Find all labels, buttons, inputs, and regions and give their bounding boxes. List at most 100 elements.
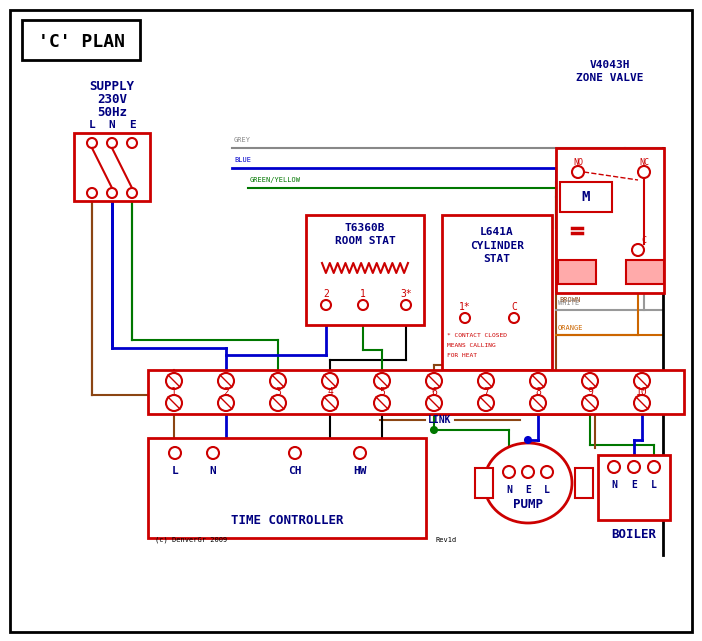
Text: 2: 2 bbox=[223, 387, 229, 397]
Circle shape bbox=[107, 138, 117, 148]
Bar bbox=[442, 215, 552, 370]
Circle shape bbox=[358, 300, 368, 310]
Text: ORANGE: ORANGE bbox=[558, 325, 583, 331]
Text: CYLINDER: CYLINDER bbox=[470, 241, 524, 251]
Text: PUMP: PUMP bbox=[513, 497, 543, 510]
Text: C: C bbox=[511, 302, 517, 312]
Circle shape bbox=[648, 461, 660, 473]
Text: C: C bbox=[642, 235, 647, 244]
Circle shape bbox=[270, 395, 286, 411]
Text: CH: CH bbox=[289, 466, 302, 476]
Text: NO: NO bbox=[573, 158, 583, 167]
Text: E: E bbox=[525, 485, 531, 495]
Text: L641A: L641A bbox=[480, 227, 514, 237]
Text: 'C' PLAN: 'C' PLAN bbox=[37, 33, 124, 51]
Circle shape bbox=[169, 447, 181, 459]
Circle shape bbox=[166, 395, 182, 411]
Text: E: E bbox=[631, 480, 637, 490]
Circle shape bbox=[608, 461, 620, 473]
Bar bbox=[598, 455, 670, 520]
Text: 8: 8 bbox=[535, 387, 541, 397]
Circle shape bbox=[478, 395, 494, 411]
Text: N: N bbox=[506, 485, 512, 495]
Circle shape bbox=[207, 447, 219, 459]
Text: 2: 2 bbox=[323, 289, 329, 299]
Circle shape bbox=[460, 313, 470, 323]
Circle shape bbox=[218, 395, 234, 411]
Circle shape bbox=[431, 427, 437, 433]
Text: L: L bbox=[171, 466, 178, 476]
Text: N: N bbox=[109, 120, 115, 130]
Bar bbox=[556, 148, 664, 293]
Text: 1: 1 bbox=[360, 289, 366, 299]
Text: 9: 9 bbox=[587, 387, 593, 397]
Circle shape bbox=[634, 373, 650, 389]
Circle shape bbox=[322, 373, 338, 389]
Text: 50Hz: 50Hz bbox=[97, 106, 127, 119]
Text: 3: 3 bbox=[275, 387, 281, 397]
Circle shape bbox=[289, 447, 301, 459]
Circle shape bbox=[632, 244, 644, 256]
Bar bbox=[22, 20, 140, 60]
Text: STAT: STAT bbox=[484, 254, 510, 264]
Circle shape bbox=[354, 447, 366, 459]
Text: FOR HEAT: FOR HEAT bbox=[447, 353, 477, 358]
Circle shape bbox=[525, 437, 531, 443]
Text: SUPPLY: SUPPLY bbox=[89, 79, 135, 92]
Circle shape bbox=[166, 373, 182, 389]
Bar bbox=[148, 370, 684, 414]
Text: L: L bbox=[651, 480, 657, 490]
Circle shape bbox=[503, 466, 515, 478]
Text: 5: 5 bbox=[379, 387, 385, 397]
Circle shape bbox=[530, 395, 546, 411]
Circle shape bbox=[634, 395, 650, 411]
Text: 10: 10 bbox=[636, 387, 648, 397]
Bar bbox=[575, 468, 593, 498]
Ellipse shape bbox=[484, 443, 572, 523]
Circle shape bbox=[426, 395, 442, 411]
Circle shape bbox=[321, 300, 331, 310]
Circle shape bbox=[374, 395, 390, 411]
Circle shape bbox=[87, 188, 97, 198]
Circle shape bbox=[87, 138, 97, 148]
Text: BOILER: BOILER bbox=[611, 528, 656, 542]
Text: L: L bbox=[88, 120, 95, 130]
Text: N: N bbox=[210, 466, 216, 476]
Circle shape bbox=[582, 373, 598, 389]
Circle shape bbox=[127, 138, 137, 148]
Text: (c) DenverGr 2009: (c) DenverGr 2009 bbox=[155, 537, 227, 544]
Bar bbox=[148, 438, 426, 538]
Text: Rev1d: Rev1d bbox=[435, 537, 456, 543]
Text: V4043H: V4043H bbox=[590, 60, 630, 70]
Text: LINK: LINK bbox=[428, 415, 452, 425]
Circle shape bbox=[401, 300, 411, 310]
Circle shape bbox=[572, 166, 584, 178]
Circle shape bbox=[638, 166, 650, 178]
Text: TIME CONTROLLER: TIME CONTROLLER bbox=[231, 513, 343, 526]
Circle shape bbox=[478, 373, 494, 389]
Text: E: E bbox=[128, 120, 135, 130]
Bar bbox=[306, 215, 424, 325]
Circle shape bbox=[426, 373, 442, 389]
Circle shape bbox=[270, 373, 286, 389]
Text: * CONTACT CLOSED: * CONTACT CLOSED bbox=[447, 333, 507, 338]
Circle shape bbox=[530, 373, 546, 389]
Bar bbox=[74, 133, 150, 201]
Text: MEANS CALLING: MEANS CALLING bbox=[447, 342, 496, 347]
Text: L: L bbox=[544, 485, 550, 495]
Text: BROWN: BROWN bbox=[559, 297, 581, 303]
Circle shape bbox=[374, 373, 390, 389]
Circle shape bbox=[628, 461, 640, 473]
Circle shape bbox=[218, 373, 234, 389]
Text: T6360B: T6360B bbox=[345, 223, 385, 233]
Circle shape bbox=[107, 188, 117, 198]
Text: N: N bbox=[611, 480, 617, 490]
Text: 7: 7 bbox=[483, 387, 489, 397]
Circle shape bbox=[522, 466, 534, 478]
Text: 1: 1 bbox=[171, 387, 177, 397]
Circle shape bbox=[509, 313, 519, 323]
Circle shape bbox=[127, 188, 137, 198]
Circle shape bbox=[541, 466, 553, 478]
Text: ROOM STAT: ROOM STAT bbox=[335, 236, 395, 246]
Text: WHITE: WHITE bbox=[558, 300, 579, 306]
